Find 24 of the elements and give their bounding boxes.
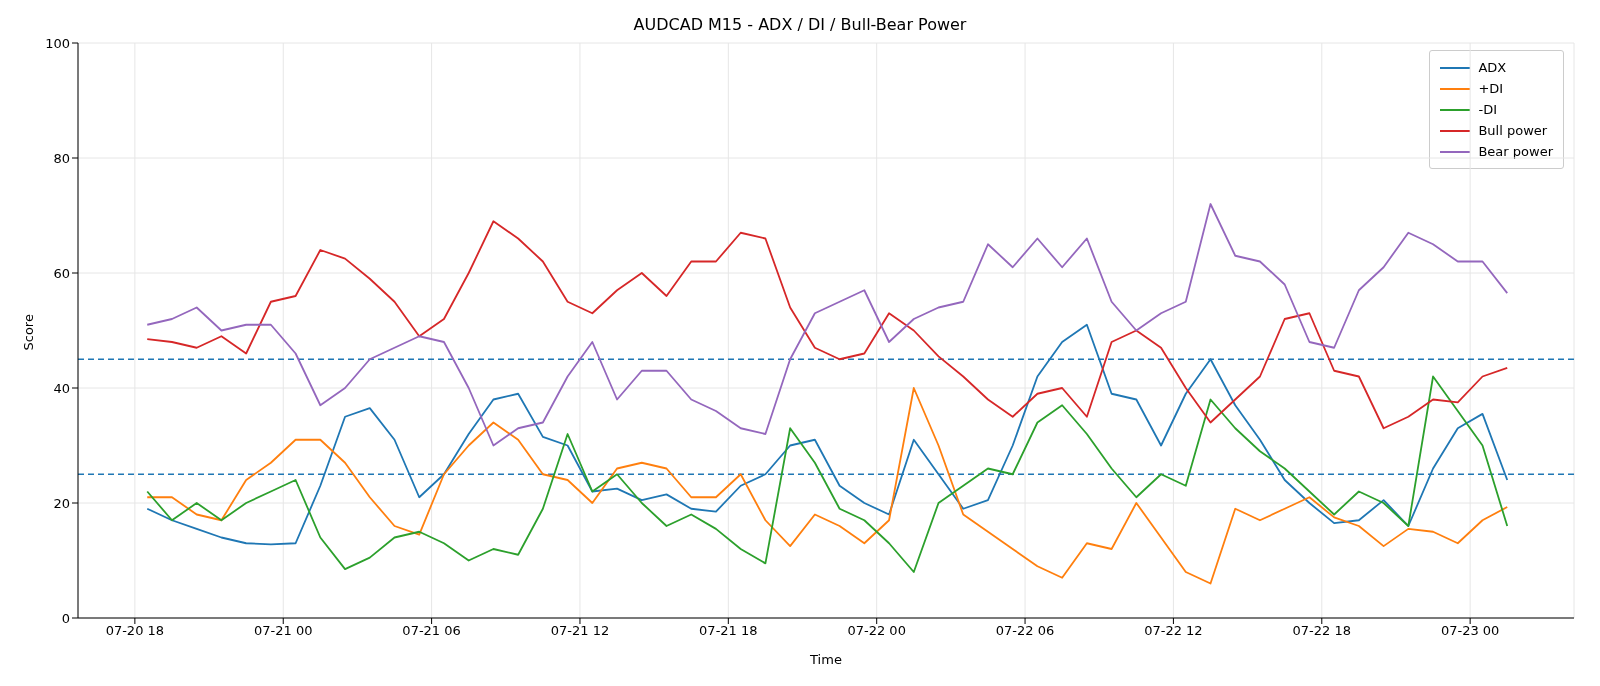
x-axis-title: Time <box>809 652 842 667</box>
x-tick-label: 07-21 06 <box>402 623 461 639</box>
y-tick-label: 40 <box>53 380 70 396</box>
legend-label: Bear power <box>1478 144 1553 159</box>
y-tick-label: 0 <box>61 610 70 626</box>
legend-label: ADX <box>1478 60 1507 75</box>
chart-title: AUDCAD M15 - ADX / DI / Bull-Bear Power <box>633 15 967 34</box>
legend-label: -DI <box>1478 102 1497 117</box>
x-tick-label: 07-20 18 <box>105 623 165 639</box>
x-tick-label: 07-21 12 <box>550 623 610 639</box>
x-tick-label: 07-22 18 <box>1292 623 1352 639</box>
y-tick-label: 20 <box>53 495 70 511</box>
y-axis-title: Score <box>20 314 36 351</box>
y-tick-label: 100 <box>45 35 70 51</box>
y-tick-label: 60 <box>53 265 70 281</box>
x-tick-label: 07-21 18 <box>699 623 758 639</box>
x-tick-label: 07-22 12 <box>1144 623 1203 639</box>
legend-label: +DI <box>1478 81 1504 96</box>
x-tick-label: 07-22 06 <box>995 623 1055 639</box>
legend-label: Bull power <box>1478 123 1548 138</box>
x-tick-label: 07-21 00 <box>254 623 313 639</box>
x-tick-label: 07-22 00 <box>847 623 906 639</box>
y-tick-label: 80 <box>53 150 70 166</box>
x-tick-label: 07-23 00 <box>1440 623 1500 639</box>
